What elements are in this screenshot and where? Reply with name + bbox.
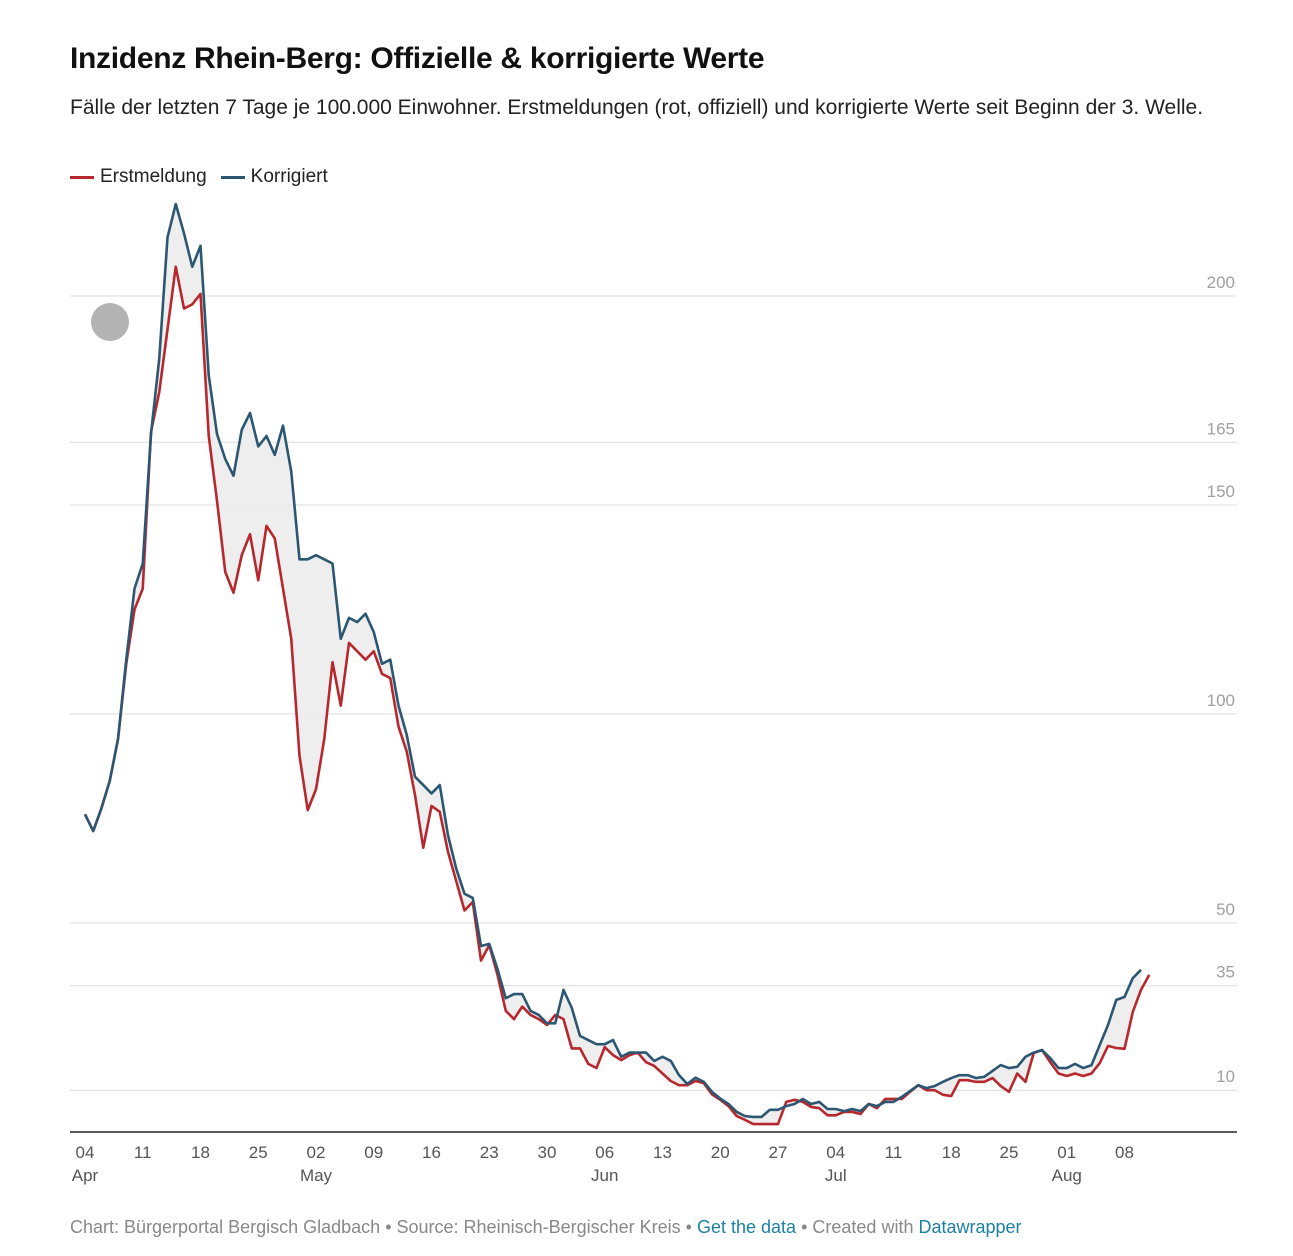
x-month-label: Aug [1052, 1166, 1082, 1185]
x-tick-label: 30 [538, 1143, 557, 1162]
x-tick-label: 18 [191, 1143, 210, 1162]
legend-label: Erstmeldung [100, 166, 207, 187]
footer: Chart: Bürgerportal Bergisch Gladbach • … [70, 1217, 1022, 1238]
x-month-label: Apr [72, 1166, 99, 1185]
y-tick-label: 35 [1216, 963, 1235, 982]
legend-swatch [70, 175, 94, 179]
x-tick-label: 27 [769, 1143, 788, 1162]
x-tick-label: 01 [1057, 1143, 1076, 1162]
legend-item: Korrigiert [220, 166, 328, 188]
legend-swatch [220, 175, 245, 179]
x-tick-label: 04 [826, 1143, 845, 1162]
x-tick-label: 18 [942, 1143, 961, 1162]
y-tick-label: 50 [1216, 900, 1235, 919]
difference-band [85, 204, 1141, 1125]
x-tick-label: 23 [480, 1143, 499, 1162]
tool-link[interactable]: Datawrapper [918, 1217, 1022, 1237]
get-data-link[interactable]: Get the data [696, 1217, 797, 1237]
x-tick-label: 25 [249, 1143, 268, 1162]
x-tick-label: 11 [885, 1143, 903, 1162]
series-line [83, 265, 1151, 1126]
x-tick-label: 13 [653, 1143, 672, 1162]
separator: • [385, 1217, 392, 1237]
separator: • [801, 1217, 808, 1237]
y-tick-label: 150 [1207, 482, 1235, 501]
x-tick-label: 02 [307, 1143, 326, 1162]
x-tick-label: 09 [364, 1143, 383, 1162]
x-tick-label: 06 [595, 1143, 614, 1162]
chart-subtitle: Fälle der letzten 7 Tage je 100.000 Einw… [70, 96, 1204, 119]
x-tick-label: 20 [711, 1143, 730, 1162]
y-tick-label: 165 [1207, 419, 1235, 438]
created-with: Created with [812, 1217, 914, 1237]
separator: • [685, 1217, 692, 1237]
marker-dot [91, 303, 129, 341]
y-tick-label: 10 [1216, 1067, 1235, 1086]
y-tick-label: 100 [1207, 691, 1235, 710]
series-line [83, 202, 1142, 1119]
x-tick-label: 16 [422, 1143, 441, 1162]
x-tick-label: 11 [134, 1143, 152, 1162]
x-month-label: May [300, 1166, 333, 1185]
x-month-label: Jul [825, 1166, 847, 1185]
x-month-label: Jun [591, 1166, 618, 1185]
legend: Erstmeldung Korrigiert [70, 166, 328, 188]
chart-title: Inzidenz Rhein-Berg: Offizielle & korrig… [70, 42, 765, 75]
source: Source: Rheinisch-Bergischer Kreis [396, 1217, 681, 1237]
y-tick-label: 200 [1207, 273, 1235, 292]
x-tick-label: 08 [1115, 1143, 1134, 1162]
x-tick-label: 04 [76, 1143, 95, 1162]
credit: Chart: Bürgerportal Bergisch Gladbach [70, 1217, 381, 1237]
legend-label: Korrigiert [250, 166, 328, 187]
legend-item: Erstmeldung [70, 166, 207, 188]
x-tick-label: 25 [1000, 1143, 1019, 1162]
